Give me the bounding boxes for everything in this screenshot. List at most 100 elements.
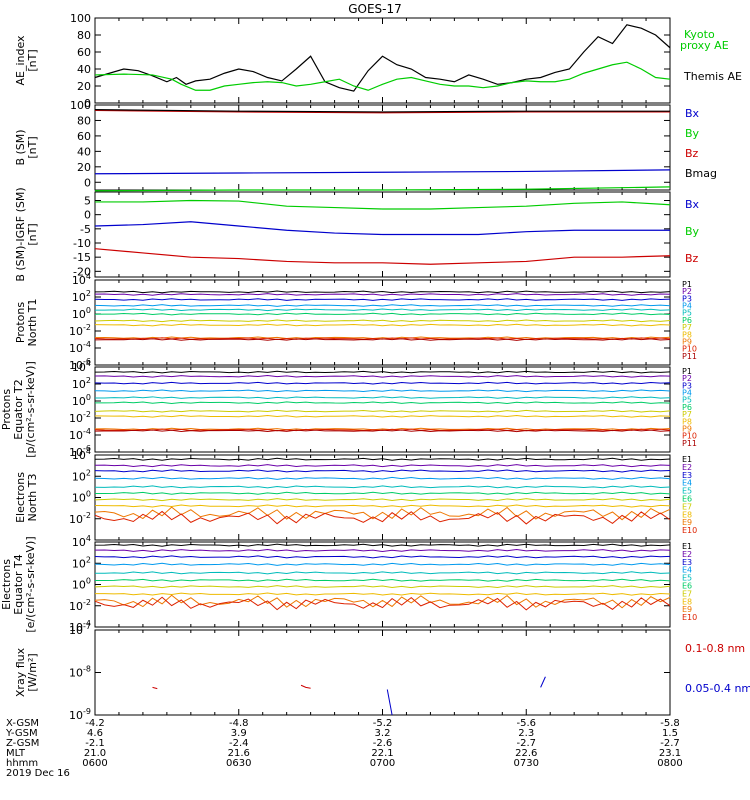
y-tick-label: 10-2: [69, 323, 91, 338]
series-e4: [94, 562, 671, 566]
y-tick-label: 10-2: [69, 598, 91, 613]
legend-item: E4: [682, 479, 692, 488]
legend-item: P7: [682, 323, 692, 332]
legend-item: By: [685, 225, 700, 238]
legend-item: E7: [682, 589, 692, 598]
y-tick-label: -10: [73, 237, 91, 250]
x-axis-value: -2.7: [660, 738, 680, 749]
legend-item: P6: [682, 403, 692, 412]
legend-item: E8: [682, 597, 692, 606]
x-axis-value: -5.8: [660, 718, 680, 729]
series-kyoto-proxy-ae: [94, 61, 671, 91]
legend-item: By: [685, 127, 700, 140]
legend-item: P10: [682, 432, 697, 441]
series-p1: [94, 290, 671, 294]
legend-item: P2: [682, 287, 692, 296]
series-p8: [94, 414, 671, 418]
y-axis-label: ProtonsNorth T1: [14, 299, 39, 347]
x-axis-value: 4.6: [87, 728, 103, 739]
legend-item: P4: [682, 302, 692, 311]
series-e6: [94, 491, 671, 495]
panel-frame: [94, 629, 671, 716]
y-tick-label: 100: [72, 577, 91, 592]
panel-frame: [94, 104, 671, 191]
y-tick-label: 0: [84, 209, 91, 222]
series-bmag: [94, 109, 670, 113]
y-tick-label: 10-4: [69, 619, 91, 634]
series-p5: [94, 396, 671, 399]
x-axis-value: 23.1: [659, 748, 681, 759]
legend-item: E7: [682, 502, 692, 511]
legend-item: E5: [682, 574, 692, 583]
y-axis-label: B (SM)[nT]: [14, 129, 39, 165]
y-tick-label: 100: [72, 306, 91, 321]
series-segment-0-1-0-8-nm: [152, 686, 158, 690]
legend-item: E2: [682, 550, 692, 559]
x-axis-value: 1.5: [662, 728, 678, 739]
legend-item: E9: [682, 605, 692, 614]
panel-7: 104 102 100 10-2 10-4 ElectronsEquator T4[e/(…: [0, 534, 697, 634]
series-bx: [94, 169, 671, 175]
series-themis-ae: [94, 24, 671, 92]
x-axis-row-label: hhmm: [6, 758, 38, 769]
y-tick-label: 102: [72, 376, 91, 391]
y-axis-label: AE_index[nT]: [14, 35, 39, 86]
legend-item: P5: [682, 309, 692, 318]
x-axis-value: -5.6: [516, 718, 536, 729]
y-tick-label: 102: [72, 555, 91, 570]
legend: Bx By Bz: [685, 198, 700, 265]
x-axis-value: -2.7: [516, 738, 536, 749]
y-tick-label: 104: [72, 534, 91, 549]
y-tick-label: 10-9: [69, 707, 91, 722]
date-label: 2019 Dec 16: [6, 768, 70, 779]
series-p2: [94, 375, 671, 378]
series-e3: [94, 555, 671, 559]
series-p3: [94, 298, 671, 301]
panel-frame: [94, 366, 671, 453]
legend: 0.1-0.8 nm 0.05-0.4 nm: [685, 642, 750, 695]
y-tick-label: 20: [77, 80, 91, 93]
series-p11: [94, 429, 671, 433]
y-tick-label: 40: [77, 145, 91, 158]
legend-item: E2: [682, 463, 692, 472]
series-bz: [94, 109, 670, 114]
series-e7: [94, 498, 671, 502]
x-axis-row-label: Y-GSM: [5, 728, 38, 739]
legend-item: P3: [682, 381, 692, 390]
legend-item: Bz: [685, 147, 699, 160]
x-axis-value: 3.9: [231, 728, 247, 739]
y-tick-label: 100: [70, 12, 91, 25]
series-e8: [94, 504, 671, 508]
y-tick-label: 20: [77, 161, 91, 174]
legend: Bx By Bz Bmag: [685, 107, 717, 180]
y-axis-label: ElectronsNorth T3: [14, 472, 39, 523]
series-e10: [94, 596, 671, 611]
y-tick-label: 60: [77, 46, 91, 59]
series-p9: [94, 427, 671, 431]
legend-item: P10: [682, 345, 697, 354]
legend-item: E1: [682, 542, 692, 551]
legend-item: E6: [682, 582, 692, 591]
series-p5: [94, 308, 671, 312]
x-axis-value: -2.4: [229, 738, 249, 749]
legend-item: P11: [682, 352, 697, 361]
series-p4: [94, 389, 671, 393]
series-segment-0-1-0-8-nm: [300, 684, 311, 689]
series-by: [95, 199, 671, 210]
y-tick-label: 104: [72, 447, 91, 462]
legend-item: E9: [682, 518, 692, 527]
legend-item: P8: [682, 417, 692, 426]
panel-frame: [94, 541, 671, 628]
panel-frame: [94, 17, 671, 104]
legend-item: P1: [682, 280, 692, 289]
y-tick-label: 10-6: [69, 357, 91, 372]
legend-item: E10: [682, 526, 697, 535]
legend-item: P3: [682, 294, 692, 303]
x-axis-value: 2.3: [518, 728, 534, 739]
